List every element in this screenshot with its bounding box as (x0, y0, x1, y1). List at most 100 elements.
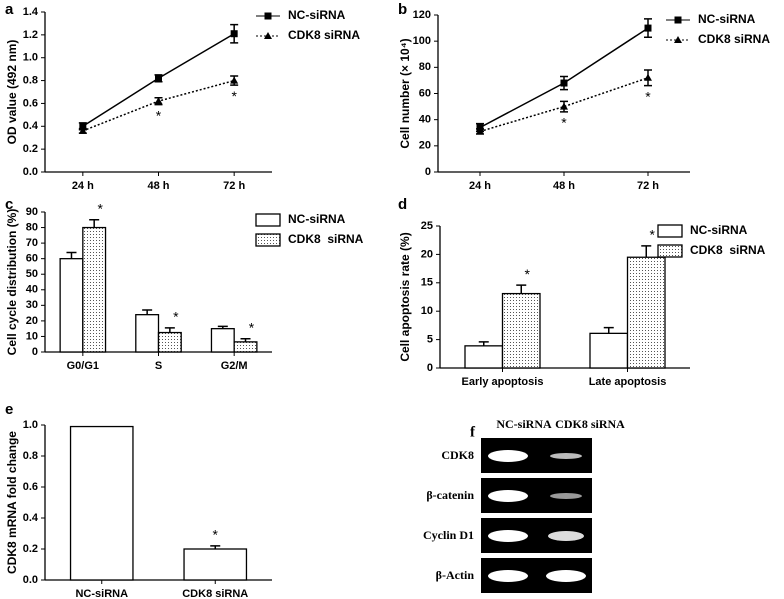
legend-swatch (255, 213, 281, 227)
x-tick-label: 72 h (637, 180, 659, 192)
bar (464, 345, 504, 369)
panel-label: f (470, 424, 476, 440)
y-tick-label: 0.4 (23, 120, 39, 132)
y-tick-label: 100 (413, 35, 431, 47)
error-bar (603, 326, 614, 334)
significance-star: * (213, 527, 219, 543)
significance-star: * (645, 88, 651, 104)
y-tick-label: 1.4 (23, 6, 39, 18)
legend-marker (674, 36, 682, 43)
bar (157, 331, 182, 353)
y-tick-label: 20 (419, 140, 431, 152)
significance-star: * (561, 115, 567, 131)
panel-label: c (5, 196, 13, 213)
y-axis-label: CDK8 mRNA fold change (5, 431, 19, 574)
chart-panel: b Cell number (× 10⁴) 0 20 40 60 80 100 120 24 h 4… (398, 1, 770, 192)
y-tick-label: 60 (26, 253, 38, 265)
legend-label: NC-siRNA (698, 12, 756, 26)
x-tick-label: S (155, 360, 162, 372)
y-tick-label: 70 (26, 237, 38, 249)
marker (230, 76, 239, 84)
marker (155, 74, 162, 82)
significance-star: * (249, 319, 255, 335)
gel-band (546, 570, 586, 582)
y-tick-label: 50 (26, 268, 38, 280)
y-tick-label: 90 (26, 206, 38, 218)
y-tick-label: 20 (421, 248, 433, 260)
y-tick-label: 0.2 (23, 143, 38, 155)
legend-swatch (255, 233, 281, 247)
gel-band (488, 530, 528, 542)
y-axis-label: Cell apoptosis rate (%) (398, 232, 412, 361)
error-bar (89, 219, 100, 228)
bar (183, 548, 248, 581)
panel-label: b (398, 1, 407, 18)
legend-swatch (657, 224, 683, 238)
y-tick-label: 0.8 (23, 450, 38, 462)
significance-star: * (173, 309, 179, 325)
chart-panel: d Cell apoptosis rate (%) 0 5 10 15 20 25 Early … (398, 196, 766, 388)
legend-label: CDK8 siRNA (288, 28, 360, 42)
y-tick-label: 1.0 (23, 419, 38, 431)
y-tick-label: 1.0 (23, 52, 38, 64)
y-tick-label: 1.2 (23, 29, 38, 41)
marker (476, 127, 484, 135)
marker (79, 122, 87, 130)
gel-band (488, 450, 528, 462)
legend-marker (264, 12, 272, 20)
legend-label: NC-siRNA (288, 212, 346, 226)
panel-label: a (5, 1, 14, 18)
y-tick-label: 20 (26, 315, 38, 327)
panel-label: e (5, 401, 13, 418)
error-bar (142, 309, 153, 315)
bar (135, 314, 160, 353)
y-tick-label: 40 (26, 284, 38, 296)
gel-column: CDK8 siRNA (555, 417, 625, 431)
y-tick-label: 80 (419, 61, 431, 73)
bar (589, 332, 629, 369)
y-tick-label: 0.2 (23, 543, 38, 555)
x-tick-label: 72 h (223, 180, 245, 192)
gel-row: Cyclin D1 (423, 528, 474, 542)
y-tick-label: 15 (421, 277, 433, 289)
bar (210, 328, 235, 353)
x-tick-label: CDK8 siRNA (182, 588, 248, 599)
legend-label: CDK8 siRNA (288, 232, 364, 246)
gel-band (550, 493, 582, 499)
gel-band (550, 453, 582, 459)
y-tick-label: 120 (413, 9, 431, 21)
x-tick-label: 48 h (147, 180, 169, 192)
significance-star: * (97, 200, 103, 216)
marker (560, 79, 568, 87)
legend-label: NC-siRNA (690, 223, 748, 237)
x-tick-label: 24 h (469, 180, 491, 192)
bar (82, 226, 107, 353)
y-tick-label: 80 (26, 221, 38, 233)
y-tick-label: 10 (26, 330, 38, 342)
significance-star: * (525, 266, 531, 282)
y-tick-label: 0.6 (23, 97, 38, 109)
legend-swatch (657, 244, 683, 258)
y-axis-label: Cell number (× 10⁴) (398, 38, 412, 148)
y-tick-label: 0 (32, 346, 38, 358)
marker (644, 73, 652, 81)
significance-star: * (231, 88, 237, 104)
x-tick-label: 48 h (553, 180, 575, 192)
significance-star: * (156, 107, 162, 123)
error-bar (164, 327, 175, 333)
y-tick-label: 25 (421, 220, 433, 232)
x-tick-label: G2/M (221, 360, 248, 372)
y-tick-label: 40 (419, 114, 431, 126)
bar (69, 425, 134, 581)
y-tick-label: 0.8 (23, 74, 38, 86)
gel-row: β-catenin (426, 488, 474, 502)
gel-row: β-Actin (436, 568, 475, 582)
y-tick-label: 10 (421, 305, 433, 317)
marker (560, 102, 568, 110)
bar (501, 292, 541, 369)
y-tick-label: 0.4 (23, 512, 39, 524)
y-axis-label: Cell cycle distribution (%) (5, 209, 19, 356)
error-bar (66, 251, 77, 259)
